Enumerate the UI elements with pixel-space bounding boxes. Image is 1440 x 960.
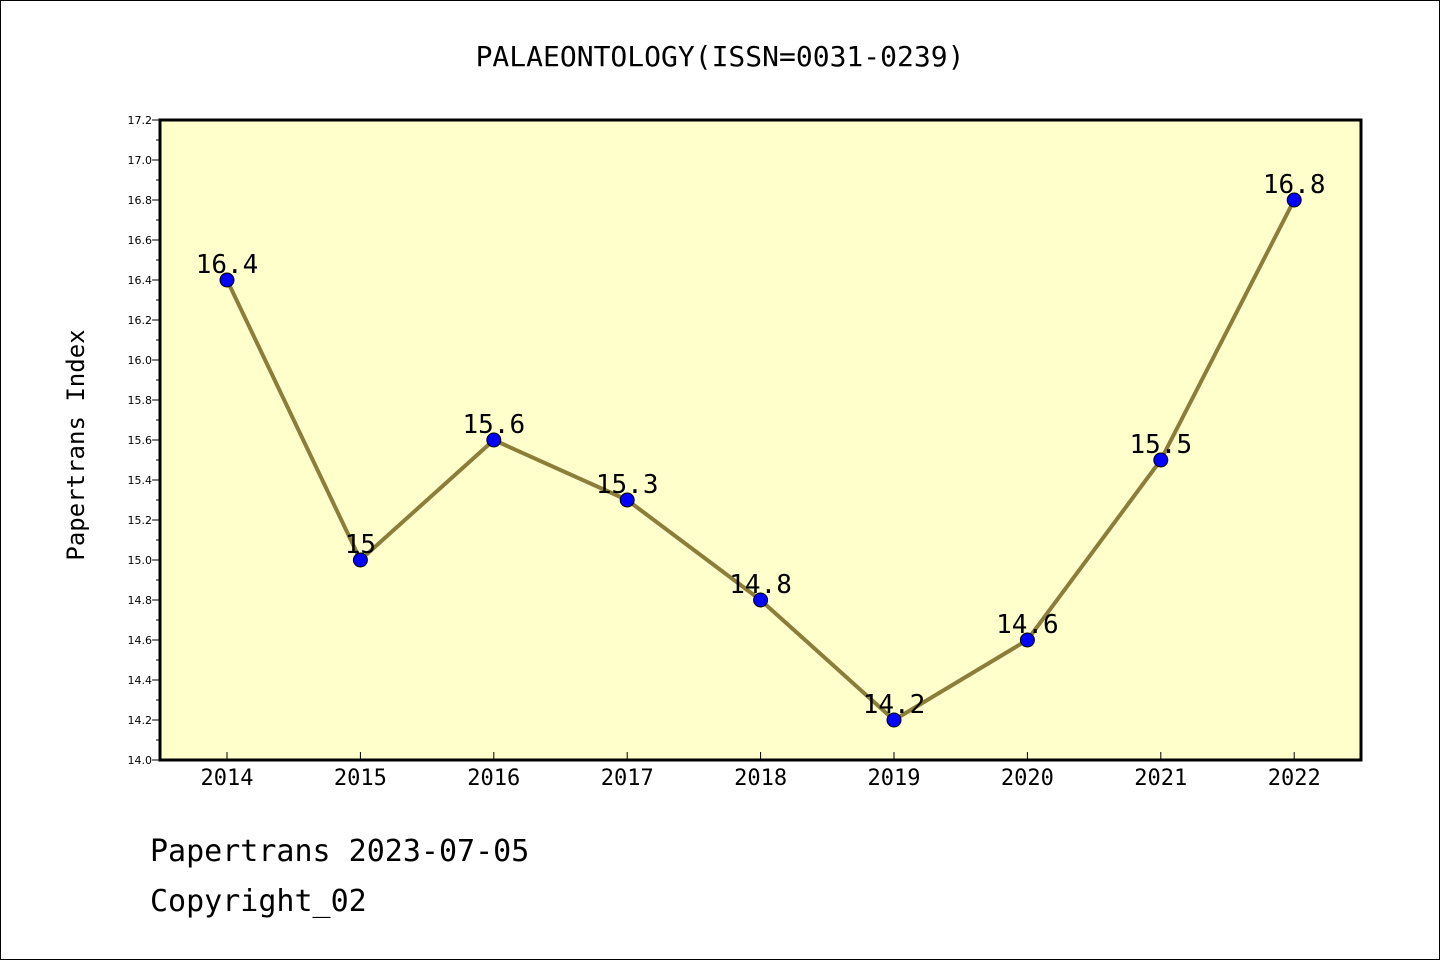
data-point bbox=[619, 492, 635, 508]
y-tick-label: 16.4 bbox=[128, 274, 153, 287]
data-point bbox=[486, 432, 502, 448]
y-tick-label: 16.2 bbox=[128, 314, 153, 327]
x-tick-label: 2018 bbox=[734, 766, 787, 791]
x-axis-ticks: 2014 2015 2016 2017 2018 2019 2020 2021 2022 bbox=[201, 752, 1321, 791]
data-label: 14.6 bbox=[996, 610, 1059, 640]
y-tick-label: 15.0 bbox=[128, 554, 153, 567]
y-tick-label: 17.2 bbox=[128, 114, 153, 127]
plot-area bbox=[158, 118, 1363, 762]
y-tick-label: 17.0 bbox=[128, 154, 153, 167]
x-tick-label: 2014 bbox=[201, 766, 254, 791]
footer-copyright: Copyright_02 bbox=[150, 884, 367, 919]
data-point bbox=[886, 712, 902, 728]
data-point bbox=[1153, 452, 1169, 468]
data-point bbox=[1286, 192, 1302, 208]
data-label: 15 bbox=[345, 530, 376, 560]
x-tick-label: 2017 bbox=[601, 766, 654, 791]
data-label: 16.8 bbox=[1263, 170, 1326, 200]
data-point bbox=[753, 592, 769, 608]
y-axis-label: Papertrans Index bbox=[62, 329, 90, 560]
data-label: 16.4 bbox=[196, 250, 259, 280]
x-tick-label: 2020 bbox=[1001, 766, 1054, 791]
y-tick-label: 14.0 bbox=[128, 754, 153, 767]
y-tick-label: 15.6 bbox=[128, 434, 153, 447]
chart-title: PALAEONTOLOGY(ISSN=0031-0239) bbox=[476, 40, 965, 73]
y-axis-ticks: 14.0 14.2 14.4 14.6 14.8 15.0 15.2 15.4 15.6 15.8… bbox=[128, 114, 160, 767]
data-point bbox=[1019, 632, 1035, 648]
y-tick-label: 14.6 bbox=[128, 634, 153, 647]
data-labels: 16.4 15 15.6 15.3 14.8 14.2 14.6 15.5 16.8 bbox=[196, 170, 1326, 720]
y-tick-label: 16.8 bbox=[128, 194, 153, 207]
x-tick-label: 2022 bbox=[1268, 766, 1321, 791]
data-point bbox=[352, 552, 368, 568]
data-label: 14.8 bbox=[729, 570, 792, 600]
y-tick-label: 14.8 bbox=[128, 594, 153, 607]
footer-date: Papertrans 2023-07-05 bbox=[150, 834, 530, 869]
y-tick-label: 15.4 bbox=[128, 474, 153, 487]
series-markers bbox=[219, 192, 1302, 728]
x-tick-label: 2016 bbox=[467, 766, 520, 791]
y-tick-label: 14.4 bbox=[128, 674, 153, 687]
y-tick-label: 16.0 bbox=[128, 354, 153, 367]
y-tick-label: 16.6 bbox=[128, 234, 153, 247]
x-tick-label: 2015 bbox=[334, 766, 387, 791]
data-point bbox=[219, 272, 235, 288]
data-label: 15.3 bbox=[596, 470, 659, 500]
y-tick-label: 14.2 bbox=[128, 714, 153, 727]
data-label: 15.5 bbox=[1129, 430, 1192, 460]
x-tick-label: 2021 bbox=[1134, 766, 1187, 791]
data-label: 14.2 bbox=[863, 690, 926, 720]
data-label: 15.6 bbox=[462, 410, 525, 440]
y-tick-label: 15.8 bbox=[128, 394, 153, 407]
y-tick-label: 15.2 bbox=[128, 514, 153, 527]
x-tick-label: 2019 bbox=[868, 766, 921, 791]
